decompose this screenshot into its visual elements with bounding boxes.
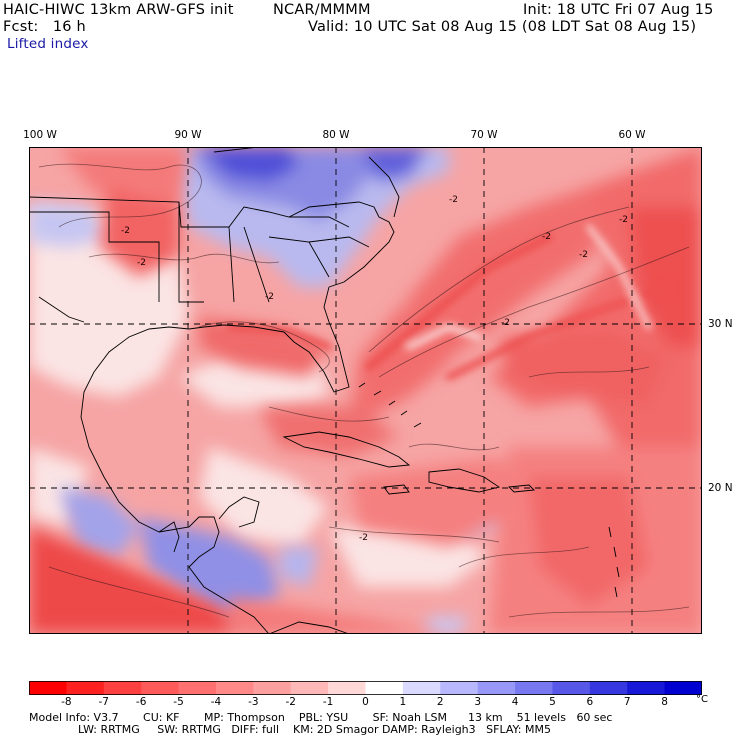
lon-label-80w: 80 W xyxy=(322,129,350,141)
contour-label: -2 xyxy=(542,232,551,242)
colorbar-frame xyxy=(29,681,702,695)
colorbar-tick-label: -7 xyxy=(98,696,110,708)
forecast-hour: Fcst: 16 h xyxy=(3,19,86,35)
colorbar-swatch xyxy=(440,681,479,695)
colorbar-unit: °C xyxy=(696,694,708,705)
lat-lon-grid xyxy=(29,147,702,634)
convective-filaments xyxy=(226,224,673,381)
contour-label: -2 xyxy=(501,318,510,328)
lon-label-100w: 100 W xyxy=(23,129,57,141)
colorbar-tick-label: 1 xyxy=(399,696,407,708)
colorbar-tick-label: -4 xyxy=(210,696,222,708)
colorbar-tick-label: 4 xyxy=(511,696,519,708)
colorbar-swatch xyxy=(29,681,67,695)
colorbar-swatch xyxy=(365,681,404,695)
colorbar-swatch xyxy=(552,681,591,695)
colorbar-tick-label: -3 xyxy=(248,696,259,708)
colorbar xyxy=(29,681,702,695)
colorbar-tick-label: -6 xyxy=(135,696,147,708)
colorbar-swatch xyxy=(66,681,105,695)
colorbar-tick-label: 7 xyxy=(623,696,631,708)
colorbar-swatch xyxy=(477,681,516,695)
lat-label-20n: 20 N xyxy=(708,482,733,494)
contour-label: -2 xyxy=(579,250,588,260)
organization-label: NCAR/MMMM xyxy=(273,2,371,18)
field-name: Lifted index xyxy=(7,36,89,52)
model-title: HAIC-HIWC 13km ARW-GFS init xyxy=(3,2,234,18)
colorbar-swatch xyxy=(290,681,329,695)
colorbar-tick-label: -1 xyxy=(322,696,334,708)
colorbar-swatch xyxy=(141,681,180,695)
contour-lines xyxy=(38,163,690,618)
contour-label: -2 xyxy=(619,215,628,225)
lifted-index-map: -2 -2 -2 -2 -2 -2 -2 -2 -2 xyxy=(29,147,702,634)
colorbar-tick-label: 6 xyxy=(586,696,594,708)
contour-value-labels: -2 -2 -2 -2 -2 -2 -2 -2 -2 xyxy=(121,195,628,543)
colorbar-tick-label: 0 xyxy=(362,696,369,708)
colorbar-swatch xyxy=(515,681,553,695)
map-frame xyxy=(29,147,702,634)
colorbar-tick-label: 5 xyxy=(549,696,556,708)
colorbar-swatch xyxy=(627,681,666,695)
contour-label: -2 xyxy=(121,226,130,236)
model-info-line-2: LW: RRTMG SW: RRTMG DIFF: full KM: 2D Sm… xyxy=(29,723,551,736)
lon-label-90w: 90 W xyxy=(174,129,202,141)
colorbar-tick-label: -2 xyxy=(285,696,296,708)
contour-label: -2 xyxy=(359,533,368,543)
colorbar-tick-label: -5 xyxy=(173,696,184,708)
colorbar-swatch xyxy=(589,681,628,695)
lon-label-60w: 60 W xyxy=(618,129,646,141)
colorbar-swatch xyxy=(215,681,254,695)
contour-label: -2 xyxy=(137,258,146,268)
colorbar-tick-label: 8 xyxy=(661,696,668,708)
colorbar-tick-label: 3 xyxy=(474,696,481,708)
colorbar-tick-label: 2 xyxy=(436,696,444,708)
colorbar-tick-label: -8 xyxy=(61,696,72,708)
lat-label-30n: 30 N xyxy=(708,318,733,330)
colorbar-swatch xyxy=(664,681,702,695)
map-boundaries xyxy=(29,147,400,634)
valid-time: Valid: 10 UTC Sat 08 Aug 15 (08 LDT Sat … xyxy=(308,19,697,35)
colorbar-swatch xyxy=(402,681,441,695)
caribbean-islands xyxy=(282,382,620,598)
contour-label: -2 xyxy=(449,195,458,205)
colorbar-swatch xyxy=(178,681,217,695)
contour-label: -2 xyxy=(265,292,274,302)
colorbar-swatch xyxy=(103,681,142,695)
colorbar-swatch xyxy=(253,681,292,695)
model-info-line-1: Model Info: V3.7 CU: KF MP: Thompson PBL… xyxy=(29,711,613,724)
lon-label-70w: 70 W xyxy=(470,129,498,141)
init-time: Init: 18 UTC Fri 07 Aug 15 xyxy=(523,2,714,18)
colorbar-swatch xyxy=(328,681,366,695)
